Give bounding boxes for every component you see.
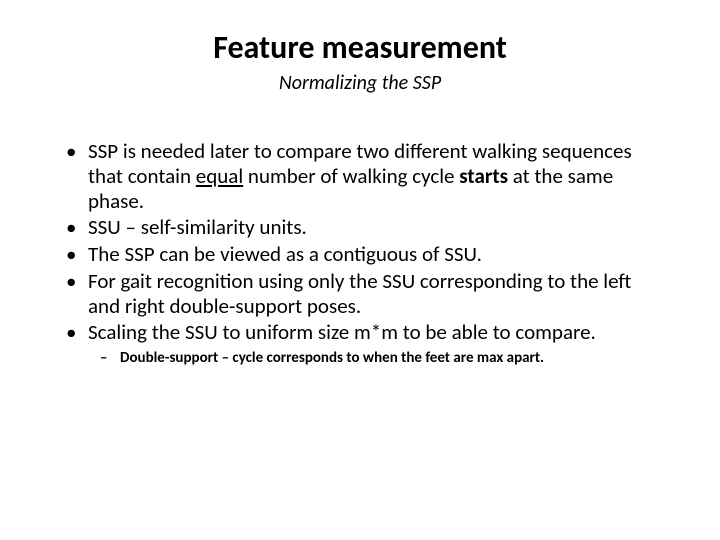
bullet-text: For gait recognition using only the SSU … (88, 268, 631, 319)
bullet-item: For gait recognition using only the SSU … (88, 269, 660, 319)
bullet-text: SSU – self-similarity units. (88, 214, 307, 240)
bullet-item: Scaling the SSU to uniform size m*m to b… (88, 320, 660, 368)
bullet-text-bold: starts (459, 163, 508, 189)
sub-bullet-item: Double-support – cycle corresponds to wh… (120, 349, 660, 368)
bullet-item: The SSP can be viewed as a contiguous of… (88, 242, 660, 267)
bullet-item: SSP is needed later to compare two diffe… (88, 139, 660, 213)
bullet-text: number of walking cycle (243, 163, 459, 189)
bullet-list: SSP is needed later to compare two diffe… (60, 139, 660, 368)
slide-subtitle: Normalizing the SSP (60, 71, 660, 95)
slide-title: Feature measurement (60, 28, 660, 67)
slide: Feature measurement Normalizing the SSP … (0, 0, 720, 540)
sub-bullet-list: Double-support – cycle corresponds to wh… (88, 349, 660, 368)
bullet-text: The SSP can be viewed as a contiguous of… (88, 241, 482, 267)
bullet-item: SSU – self-similarity units. (88, 215, 660, 240)
sub-bullet-text: Double-support – cycle corresponds to wh… (120, 349, 544, 367)
bullet-text-underline: equal (196, 163, 243, 189)
bullet-text: Scaling the SSU to uniform size m*m to b… (88, 319, 596, 345)
